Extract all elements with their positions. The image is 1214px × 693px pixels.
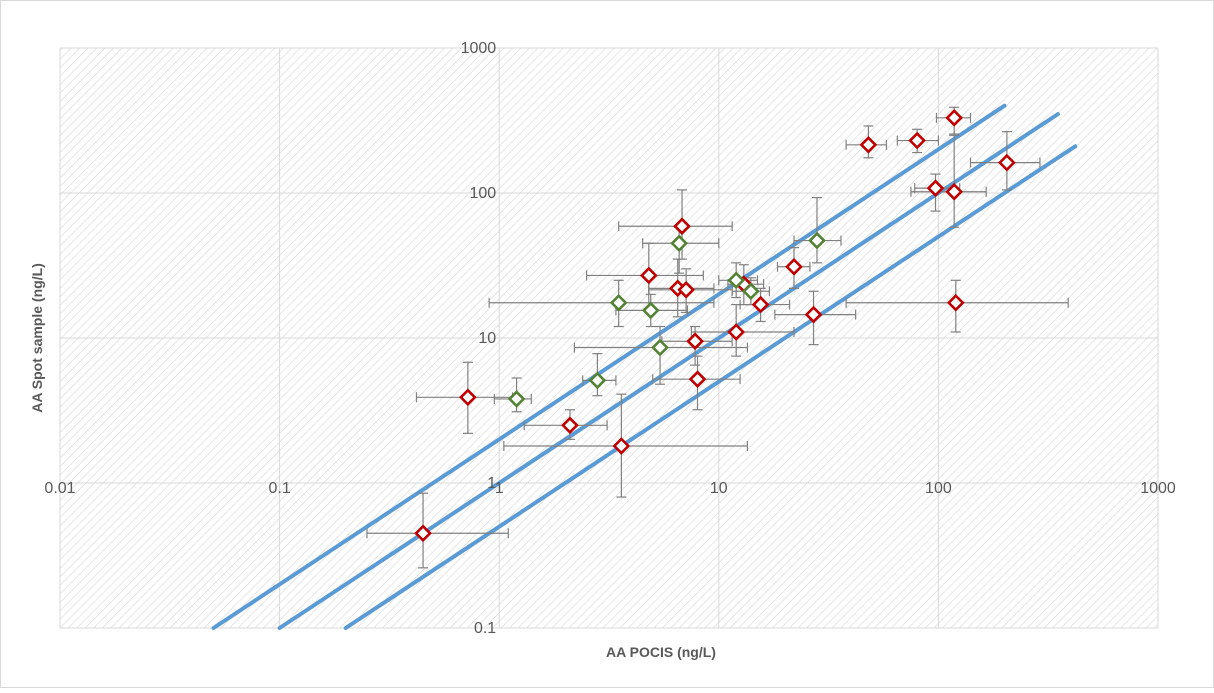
red-diamond-marker (998, 153, 1016, 172)
green-diamond-marker (641, 301, 660, 320)
green-diamond-marker (742, 282, 760, 301)
green-diamond-marker (609, 293, 628, 312)
x-axis-label: AA POCIS (ng/L) (606, 644, 716, 660)
y-axis-label: AA Spot sample (ng/L) (29, 263, 45, 413)
red-diamond-marker (926, 179, 945, 197)
red-diamond-marker (639, 266, 658, 285)
x-tick-label: 0.1 (268, 480, 290, 497)
red-diamond-marker (677, 280, 695, 299)
red-diamond-marker (414, 524, 432, 543)
reference-line (211, 103, 1007, 630)
y-tick-label: 10 (478, 330, 496, 347)
x-tick-label: 0.01 (44, 480, 75, 497)
green-diamond-marker (670, 234, 689, 253)
x-tick-label: 1 (495, 480, 504, 497)
red-diamond-marker (908, 131, 926, 150)
green-diamond-marker (507, 390, 526, 408)
red-diamond-marker (561, 416, 579, 435)
tick-labels: 0.01 0.1 1 10 100 1000 0.1 1 10 100 1000 (44, 40, 1175, 637)
green-diamond-marker (588, 371, 607, 390)
x-tick-label: 1000 (1140, 480, 1176, 497)
y-tick-label: 1 (487, 475, 496, 492)
red-diamond-marker (459, 388, 477, 407)
markers (414, 108, 1016, 543)
reference-line (277, 112, 1060, 630)
green-diamond-marker (651, 338, 669, 357)
green-diamond-marker (808, 231, 826, 250)
red-diamond-marker (804, 305, 823, 324)
y-tick-label: 0.1 (474, 620, 496, 637)
red-diamond-marker (859, 135, 878, 154)
red-diamond-marker (673, 217, 691, 236)
red-diamond-marker (688, 370, 707, 389)
red-diamond-marker (751, 295, 770, 314)
red-diamond-marker (686, 332, 704, 351)
red-diamond-marker (946, 293, 965, 312)
red-diamond-marker (785, 257, 803, 276)
red-diamond-marker (945, 108, 964, 127)
x-tick-label: 100 (925, 480, 952, 497)
green-diamond-marker (727, 271, 746, 290)
y-tick-label: 100 (469, 185, 496, 202)
y-tick-label: 1000 (461, 40, 497, 57)
red-diamond-marker (612, 437, 631, 455)
grid (59, 47, 1159, 629)
x-tick-label: 10 (710, 480, 728, 497)
red-diamond-marker (945, 182, 964, 201)
red-diamond-marker (727, 323, 746, 341)
